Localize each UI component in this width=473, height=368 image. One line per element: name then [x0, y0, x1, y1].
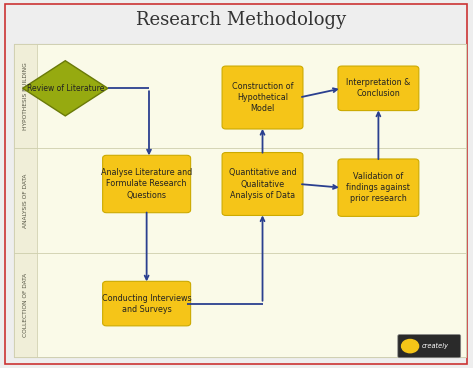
- Text: Quantitative and
Qualitative
Analysis of Data: Quantitative and Qualitative Analysis of…: [229, 169, 296, 199]
- Text: Analyse Literature and
Formulate Research
Questions: Analyse Literature and Formulate Researc…: [101, 169, 192, 199]
- FancyBboxPatch shape: [14, 44, 37, 148]
- Text: Construction of
Hypothetical
Model: Construction of Hypothetical Model: [232, 82, 293, 113]
- FancyBboxPatch shape: [103, 281, 191, 326]
- Circle shape: [402, 339, 419, 353]
- FancyBboxPatch shape: [398, 335, 461, 358]
- Text: Conducting Interviews
and Surveys: Conducting Interviews and Surveys: [102, 294, 192, 314]
- Text: Interpretation &
Conclusion: Interpretation & Conclusion: [346, 78, 411, 98]
- FancyBboxPatch shape: [14, 148, 37, 253]
- Polygon shape: [23, 61, 108, 116]
- Text: Validation of
findings against
prior research: Validation of findings against prior res…: [346, 172, 411, 203]
- FancyBboxPatch shape: [338, 159, 419, 216]
- FancyBboxPatch shape: [222, 66, 303, 129]
- FancyBboxPatch shape: [14, 253, 37, 357]
- FancyBboxPatch shape: [14, 44, 466, 357]
- FancyBboxPatch shape: [14, 148, 466, 253]
- FancyBboxPatch shape: [14, 253, 466, 357]
- FancyBboxPatch shape: [338, 66, 419, 110]
- FancyBboxPatch shape: [103, 155, 191, 213]
- FancyBboxPatch shape: [14, 44, 466, 148]
- Text: HYPOTHESIS BUILDING: HYPOTHESIS BUILDING: [23, 63, 28, 130]
- Text: creately: creately: [421, 343, 449, 349]
- FancyBboxPatch shape: [222, 153, 303, 216]
- FancyBboxPatch shape: [5, 4, 467, 364]
- Text: COLLECTION OF DATA: COLLECTION OF DATA: [23, 273, 28, 337]
- Text: ANALYSIS OF DATA: ANALYSIS OF DATA: [23, 173, 28, 228]
- Text: Research Methodology: Research Methodology: [136, 11, 346, 29]
- Text: Review of Literature: Review of Literature: [26, 84, 104, 93]
